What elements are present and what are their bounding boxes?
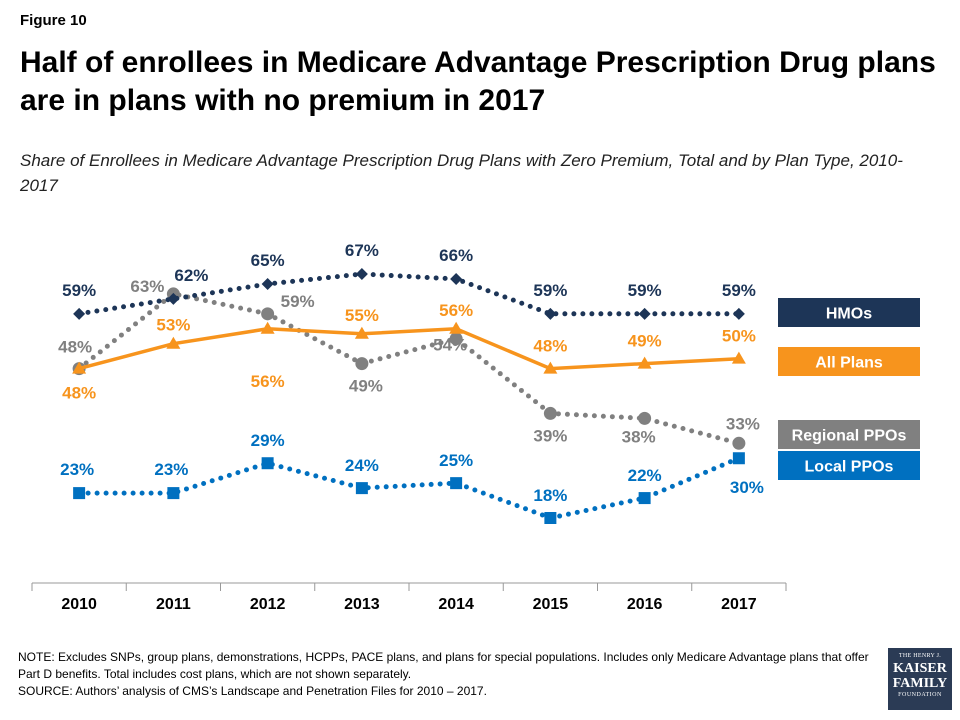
hmos-point: [544, 307, 557, 320]
hmos-point: [638, 307, 651, 320]
hmos-data-label: 66%: [439, 246, 473, 265]
legend-box-all-plans: [778, 347, 920, 376]
local-ppos-point: [450, 477, 463, 490]
local-ppos-point: [732, 452, 745, 465]
regional-ppos-data-label: 54%: [433, 336, 467, 355]
local-ppos-point: [167, 487, 180, 500]
all-plans-point: [72, 361, 87, 374]
note-text: NOTE: Excludes SNPs, group plans, demons…: [18, 650, 869, 681]
hmos-point: [261, 277, 274, 290]
x-tick-label: 2016: [627, 596, 663, 613]
regional-ppos-point: [543, 406, 557, 420]
hmos-point: [167, 292, 180, 305]
all-plans-data-label: 49%: [628, 332, 662, 351]
x-tick-label: 2010: [61, 596, 97, 613]
regional-ppos-data-label: 39%: [533, 426, 567, 445]
kff-logo: THE HENRY J. KAISER FAMILY FOUNDATION: [888, 648, 952, 710]
regional-ppos-data-label: 49%: [349, 377, 383, 396]
regional-ppos-point: [732, 436, 746, 450]
hmos-data-label: 59%: [62, 281, 96, 300]
hmos-point: [73, 307, 86, 320]
all-plans-point: [543, 361, 558, 374]
local-ppos-data-label: 18%: [533, 486, 567, 505]
all-plans-line: [78, 327, 739, 371]
logo-line-1: THE HENRY J.: [898, 653, 942, 659]
hmos-line: [76, 271, 742, 317]
all-plans-data-label: 48%: [533, 337, 567, 356]
chart-subtitle: Share of Enrollees in Medicare Advantage…: [20, 151, 903, 195]
all-plans-point: [260, 321, 275, 334]
legend-label-all-plans: All Plans: [815, 355, 883, 372]
local-ppos-point: [73, 487, 86, 500]
all-plans-point: [731, 351, 746, 364]
local-ppos-point: [355, 482, 368, 495]
legend-box-hmos: [778, 298, 920, 327]
local-ppos-point: [638, 492, 651, 505]
legend-box-regional-ppos: [778, 420, 920, 449]
x-tick-label: 2013: [344, 596, 380, 613]
hmos-point: [450, 272, 463, 285]
all-plans-data-label: 56%: [439, 301, 473, 320]
all-plans-point: [166, 336, 181, 349]
regional-ppos-point: [638, 411, 652, 425]
x-tick-label: 2012: [250, 596, 286, 613]
legend-label-regional-ppos: Regional PPOs: [792, 428, 907, 445]
all-plans-point: [354, 326, 369, 339]
legend-box-local-ppos: [778, 451, 920, 480]
all-plans-data-label: 56%: [251, 372, 285, 391]
legend-label-hmos: HMOs: [826, 306, 872, 323]
hmos-data-label: 65%: [251, 251, 285, 270]
regional-ppos-point: [355, 357, 369, 371]
logo-line-3: FAMILY: [892, 676, 948, 691]
hmos-data-label: 67%: [345, 241, 379, 260]
logo-line-4: FOUNDATION: [898, 692, 942, 698]
x-tick-label: 2017: [721, 596, 757, 613]
hmos-data-label: 62%: [174, 266, 208, 285]
chart-title: Half of enrollees in Medicare Advantage …: [20, 46, 936, 117]
local-ppos-point: [544, 512, 557, 524]
all-plans-data-label: 53%: [156, 316, 190, 335]
local-ppos-data-label: 30%: [730, 478, 764, 497]
chart-notes: NOTE: Excludes SNPs, group plans, demons…: [18, 649, 878, 700]
regional-ppos-line: [76, 291, 742, 446]
all-plans-data-label: 55%: [345, 306, 379, 325]
hmos-point: [355, 268, 368, 280]
logo-line-2: KAISER: [893, 661, 947, 676]
local-ppos-data-label: 24%: [345, 456, 379, 475]
local-ppos-data-label: 25%: [439, 451, 473, 470]
hmos-data-label: 59%: [722, 281, 756, 300]
local-ppos-data-label: 29%: [251, 431, 285, 450]
local-ppos-data-label: 22%: [628, 466, 662, 485]
all-plans-point: [637, 356, 652, 369]
regional-ppos-data-label: 33%: [726, 414, 760, 433]
x-tick-label: 2011: [156, 596, 191, 613]
hmos-point: [732, 307, 745, 320]
figure-label: Figure 10: [20, 12, 87, 29]
local-ppos-data-label: 23%: [154, 460, 188, 479]
all-plans-data-label: 50%: [722, 327, 756, 346]
x-tick-label: 2014: [438, 596, 474, 613]
local-ppos-data-label: 23%: [60, 460, 94, 479]
regional-ppos-data-label: 59%: [281, 292, 315, 311]
regional-ppos-data-label: 38%: [622, 427, 656, 446]
regional-ppos-point: [449, 332, 463, 346]
regional-ppos-data-label: 63%: [130, 277, 164, 296]
legend-label-local-ppos: Local PPOs: [805, 459, 894, 476]
regional-ppos-point: [261, 307, 275, 321]
source-text: SOURCE: Authors’ analysis of CMS’s Lands…: [18, 684, 487, 698]
local-ppos-point: [261, 457, 274, 470]
regional-ppos-data-label: 48%: [58, 338, 92, 357]
line-chart: 2010 2011 2012 2013 2014 2015 2016 2017 48% 63% 59…: [31, 241, 920, 613]
local-ppos-line: [76, 455, 742, 521]
all-plans-point: [449, 321, 464, 334]
all-plans-data-label: 48%: [62, 384, 96, 403]
hmos-data-label: 59%: [628, 281, 662, 300]
x-tick-label: 2015: [533, 596, 569, 613]
hmos-data-label: 59%: [533, 281, 567, 300]
